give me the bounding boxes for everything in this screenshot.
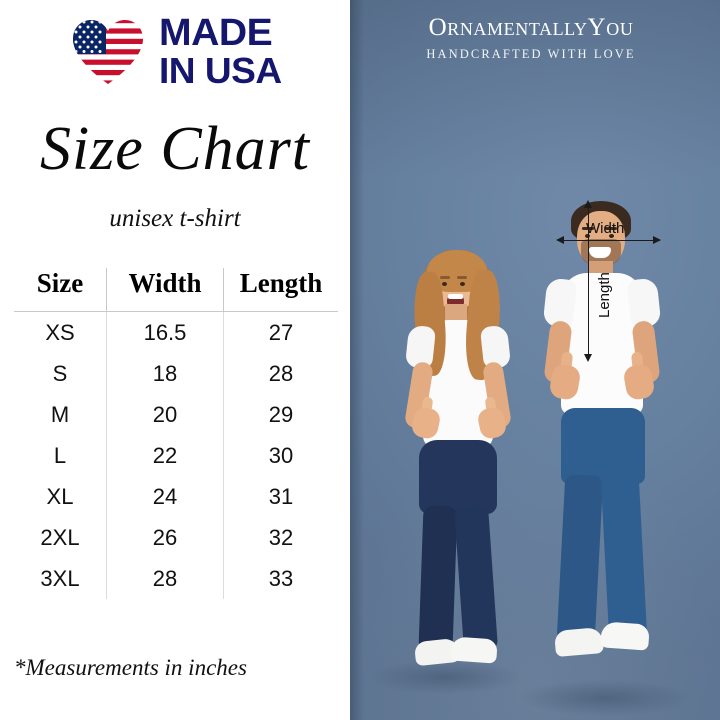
length-measure-line bbox=[588, 202, 590, 360]
cell-length: 28 bbox=[223, 353, 338, 394]
badge-line-in-usa: IN USA bbox=[159, 50, 283, 92]
table-row: 3XL 28 33 bbox=[14, 558, 338, 599]
woman-brow-left bbox=[440, 276, 450, 279]
made-in-usa-badge: MADE IN USA bbox=[0, 8, 350, 96]
man-mouth bbox=[589, 247, 611, 258]
cell-width: 26 bbox=[106, 517, 224, 558]
cell-size: L bbox=[53, 442, 67, 468]
cell-length: 32 bbox=[223, 517, 338, 558]
man-brow-right bbox=[605, 227, 617, 230]
brand-name: OrnamentallyYou bbox=[428, 14, 634, 41]
cell-width: 16.5 bbox=[106, 311, 224, 353]
table-row: XL 24 31 bbox=[14, 476, 338, 517]
cell-length: 30 bbox=[223, 435, 338, 476]
table-row: M 20 29 bbox=[14, 394, 338, 435]
cell-size: XS bbox=[45, 319, 75, 345]
length-arrow-bottom bbox=[584, 354, 592, 362]
table-row: XS 16.5 27 bbox=[14, 311, 338, 353]
column-header-size: Size bbox=[14, 268, 107, 312]
size-chart-panel: MADE IN USA Size Chart unisex t-shirt Si… bbox=[0, 0, 350, 720]
column-header-width: Width bbox=[106, 268, 224, 312]
column-header-length: Length bbox=[223, 268, 338, 312]
woman-sneaker-right bbox=[450, 636, 498, 664]
male-model bbox=[535, 201, 685, 675]
page-title: Size Chart bbox=[39, 115, 311, 183]
man-eye-right bbox=[609, 234, 614, 238]
woman-teeth bbox=[448, 294, 463, 299]
usa-heart-flag-icon bbox=[73, 20, 144, 84]
woman-eye-left bbox=[442, 282, 447, 286]
woman-jeans-leg-right bbox=[454, 504, 498, 652]
width-measure-line bbox=[558, 240, 660, 242]
panel-edge-shadow bbox=[350, 0, 364, 720]
cell-length: 31 bbox=[223, 476, 338, 517]
cell-size: M bbox=[50, 401, 70, 427]
cell-width: 20 bbox=[106, 394, 224, 435]
length-arrow-top bbox=[584, 200, 592, 208]
woman-jeans-hips bbox=[419, 440, 497, 514]
man-jeans-leg-left bbox=[556, 474, 604, 642]
cell-length: 29 bbox=[223, 394, 338, 435]
cell-size: 2XL bbox=[40, 524, 80, 550]
cell-length: 27 bbox=[223, 311, 338, 353]
width-measure-label: Width bbox=[586, 220, 625, 237]
size-table-head: Size Width Length bbox=[14, 268, 338, 312]
model-photo-panel: OrnamentallyYou HANDCRAFTED WITH LOVE bbox=[350, 0, 720, 720]
cell-width: 22 bbox=[106, 435, 224, 476]
length-measure-label: Length bbox=[596, 272, 613, 318]
man-eye-left bbox=[585, 234, 590, 238]
size-table-body: XS 16.5 27 S 18 28 M 20 29 bbox=[14, 311, 338, 599]
female-model bbox=[385, 250, 535, 678]
table-header-row: Size Width Length bbox=[14, 268, 338, 312]
man-jeans-leg-right bbox=[600, 474, 648, 642]
table-row: S 18 28 bbox=[14, 353, 338, 394]
woman-brow-right bbox=[457, 276, 467, 279]
measurements-footnote: *Measurements in inches bbox=[14, 655, 247, 680]
width-arrow-left bbox=[556, 236, 564, 244]
table-row: L 22 30 bbox=[14, 435, 338, 476]
size-table-wrapper: Size Width Length XS 16.5 27 S 18 28 bbox=[14, 268, 338, 599]
man-sneaker-right bbox=[600, 621, 650, 651]
table-row: 2XL 26 32 bbox=[14, 517, 338, 558]
made-in-usa-text: MADE IN USA bbox=[159, 12, 282, 88]
brand-tagline: HANDCRAFTED WITH LOVE bbox=[426, 47, 636, 61]
cell-width: 24 bbox=[106, 476, 224, 517]
man-jeans-hips bbox=[561, 408, 645, 484]
man-sneaker-left bbox=[553, 626, 605, 658]
size-table: Size Width Length XS 16.5 27 S 18 28 bbox=[14, 268, 338, 599]
cell-size: XL bbox=[46, 483, 74, 509]
man-ground-shadow bbox=[520, 680, 690, 716]
cell-width: 28 bbox=[106, 558, 224, 599]
brand-block: OrnamentallyYou HANDCRAFTED WITH LOVE bbox=[350, 14, 720, 62]
woman-eye-right bbox=[460, 282, 465, 286]
cell-width: 18 bbox=[106, 353, 224, 394]
badge-line-made: MADE bbox=[159, 12, 273, 55]
cell-size: 3XL bbox=[40, 565, 80, 591]
cell-length: 33 bbox=[223, 558, 338, 599]
woman-jeans-leg-left bbox=[418, 505, 458, 651]
cell-size: S bbox=[52, 360, 68, 386]
page-subtitle: unisex t-shirt bbox=[109, 205, 241, 232]
width-arrow-right bbox=[653, 236, 661, 244]
